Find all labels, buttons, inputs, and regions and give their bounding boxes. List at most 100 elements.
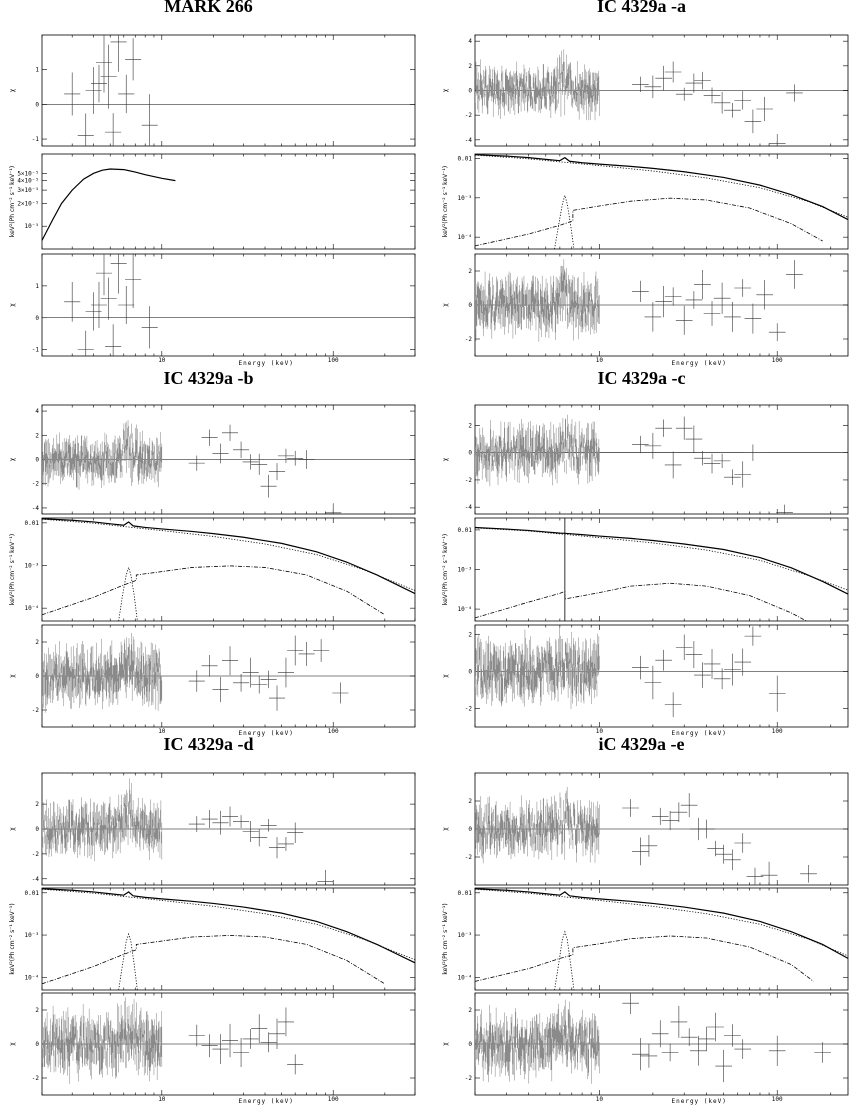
panel-data: [42, 997, 415, 1084]
y-tick-label: -2: [465, 854, 473, 861]
residual-point: [786, 260, 803, 289]
residual-point: [277, 657, 294, 688]
residual-point: [141, 306, 158, 349]
residual-point: [260, 670, 277, 689]
residual-point: [644, 432, 662, 459]
residual-point: [651, 1020, 669, 1048]
residual-point: [212, 443, 229, 464]
residual-point: [631, 280, 649, 303]
y-tick-label: 0.01: [25, 890, 40, 897]
residual-point: [698, 819, 715, 839]
y-tick-label: 0: [35, 315, 39, 322]
panel-frame: [41, 887, 416, 991]
panel-data: [475, 888, 848, 990]
residual-point: [212, 1034, 229, 1065]
panel-residual_top: -4 -2 0 2 χ: [9, 772, 416, 886]
y-tick-label: 0: [35, 101, 39, 108]
residual-point: [707, 840, 724, 857]
panel-data: [475, 993, 848, 1084]
residual-point: [644, 75, 662, 99]
y-tick-label: 2: [468, 1007, 472, 1014]
y-tick-label: 0: [35, 673, 39, 680]
residual-point: [744, 626, 762, 646]
residual-point: [786, 84, 803, 102]
chart-3: IC 4329a -c -4 -2 0 2 χ 10⁻⁴ 10⁻³ 0.01 keV²(Ph cm…: [442, 368, 849, 737]
residual-point: [277, 448, 294, 463]
chart-title: IC 4329a -d: [163, 734, 253, 754]
residual-point: [670, 1005, 688, 1038]
y-axis-label: χ: [442, 457, 449, 461]
chart-title: IC 4329a -b: [163, 368, 253, 388]
residual-point: [713, 92, 731, 114]
panel-data: [475, 154, 848, 249]
residual-point: [221, 424, 239, 441]
x-tick-label: 100: [772, 728, 783, 735]
residual-point: [317, 869, 334, 885]
y-tick-label: -2: [465, 112, 473, 119]
y-tick-label: 0.01: [458, 890, 473, 897]
residual-point: [760, 861, 778, 885]
residual-point: [756, 280, 774, 310]
panel-data: [42, 778, 415, 885]
residual-point: [685, 425, 703, 453]
residual-noise-band: [42, 997, 163, 1084]
y-tick-label: -4: [465, 137, 473, 144]
y-tick-label: 2: [468, 422, 472, 429]
y-axis-label: χ: [442, 827, 449, 831]
panel-model: 10⁻⁴ 10⁻³ 0.01 keV²(Ph cm⁻² s⁻¹ keV⁻¹): [442, 887, 849, 991]
y-tick-label: -2: [32, 1075, 40, 1082]
residual-point: [715, 1050, 733, 1083]
residual-point: [713, 668, 731, 690]
y-tick-label: 10⁻³: [458, 195, 472, 202]
y-tick-label: 10⁻⁴: [25, 605, 39, 612]
y-tick-label: 2: [468, 268, 472, 275]
panel-data: [42, 518, 415, 621]
residual-point: [694, 269, 711, 300]
residual-point: [251, 675, 268, 694]
model-series-dotted: [475, 527, 848, 591]
residual-point: [651, 807, 669, 825]
model-series-solid: [475, 888, 848, 959]
y-tick-label: 10⁻³: [25, 563, 39, 570]
panel-data: [42, 888, 415, 990]
x-tick-label: 100: [328, 728, 339, 735]
y-tick-label: -1: [32, 136, 40, 143]
panel-residual_bottom: -2 0 2 χ 10 100: [442, 253, 849, 364]
residual-point: [675, 305, 693, 335]
panel-frame: [474, 153, 849, 250]
residual-point: [118, 286, 135, 324]
chart-title: IC 4329a -c: [598, 368, 686, 388]
y-tick-label: 0: [468, 826, 472, 833]
y-tick-label: -1: [32, 347, 40, 354]
x-tick-label: 10: [596, 1096, 604, 1103]
residual-point: [201, 810, 218, 829]
residual-point: [734, 648, 752, 676]
panel-data: [42, 420, 415, 514]
chart-5: iC 4329a -e -2 0 2 χ 10⁻⁴ 10⁻³ 0.01 keV²(Ph cm⁻²…: [442, 734, 849, 1105]
residual-noise-band: [475, 259, 600, 342]
model-series-dashdot: [42, 935, 386, 985]
y-axis-label: keV²(Ph cm⁻² s⁻¹ keV⁻¹): [9, 166, 16, 237]
y-axis-label: χ: [9, 1042, 16, 1046]
residual-point: [90, 281, 108, 329]
residual-point: [734, 279, 752, 297]
panel-data: [475, 626, 848, 718]
y-tick-label: 4: [35, 408, 39, 415]
y-tick-label: -2: [465, 477, 473, 484]
y-axis-label: χ: [9, 674, 16, 678]
panel-residual_top: -2 0 2 χ: [442, 772, 849, 886]
y-tick-label: -4: [32, 505, 40, 512]
residual-point: [260, 818, 277, 832]
y-tick-label: 0: [468, 450, 472, 457]
residual-point: [768, 134, 786, 146]
y-axis-label: keV²(Ph cm⁻² s⁻¹ keV⁻¹): [442, 903, 449, 974]
y-tick-label: 2: [35, 639, 39, 646]
panel-frame: [41, 253, 416, 357]
model-series-solid: [475, 526, 848, 595]
residual-point: [242, 1028, 259, 1049]
residual-point: [640, 834, 658, 857]
y-tick-label: 0: [35, 457, 39, 464]
y-tick-label: 10⁻⁴: [458, 606, 472, 613]
residual-point: [631, 655, 649, 680]
chart-0: MARK 266 -1 0 1 χ 10⁻⁵ 2×10⁻⁵ 3×10⁻⁵ 4×10⁻⁵5×10⁻…: [9, 0, 416, 367]
